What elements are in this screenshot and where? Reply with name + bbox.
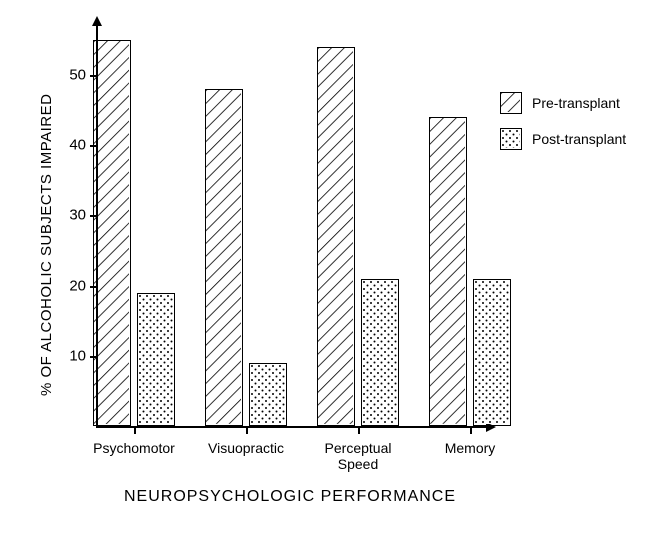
bar-post-transplant: [249, 363, 287, 426]
legend-label: Post-transplant: [532, 131, 626, 147]
y-tick-label: 30: [69, 207, 86, 224]
x-tick: [470, 426, 472, 434]
legend-item: Pre-transplant: [500, 92, 626, 114]
legend: Pre-transplant Post-transplant: [500, 92, 626, 164]
bar-pre-transplant: [93, 40, 131, 426]
y-axis-title: % OF ALCOHOLIC SUBJECTS IMPAIRED: [38, 94, 55, 396]
legend-swatch: [500, 92, 522, 114]
legend-item: Post-transplant: [500, 128, 626, 150]
plot-area: 1020304050PsychomotorVisuopracticPercept…: [96, 26, 486, 428]
x-tick: [358, 426, 360, 434]
bar-pre-transplant: [205, 89, 243, 426]
y-tick-label: 20: [69, 277, 86, 294]
legend-swatch: [500, 128, 522, 150]
x-category-label: PerceptualSpeed: [325, 440, 392, 472]
bar-post-transplant: [137, 293, 175, 426]
x-tick: [134, 426, 136, 434]
x-category-label: Psychomotor: [93, 440, 175, 456]
x-category-label: Visuopractic: [208, 440, 284, 456]
y-tick-label: 10: [69, 347, 86, 364]
bar-pre-transplant: [317, 47, 355, 426]
bar-post-transplant: [361, 279, 399, 426]
bar-post-transplant: [473, 279, 511, 426]
bar-pre-transplant: [429, 117, 467, 426]
y-axis-arrow: [92, 16, 102, 26]
x-axis-title: NEUROPSYCHOLOGIC PERFORMANCE: [124, 488, 456, 506]
y-tick-label: 40: [69, 137, 86, 154]
legend-label: Pre-transplant: [532, 95, 620, 111]
x-tick: [246, 426, 248, 434]
y-tick-label: 50: [69, 67, 86, 84]
chart-container: 10 20 30 40 50 Psychomotor Visuopractic Percept…: [0, 0, 654, 548]
x-category-label: Memory: [445, 440, 496, 456]
